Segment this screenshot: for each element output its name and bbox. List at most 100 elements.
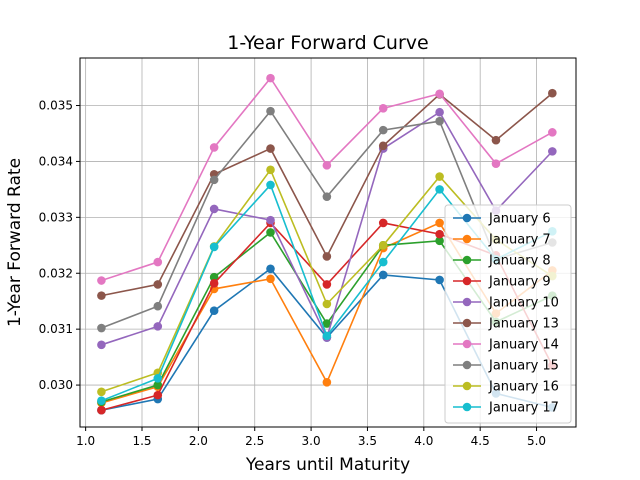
legend-marker [462,318,472,328]
legend-entry: January 7 [453,233,551,248]
data-point [266,165,275,175]
legend-label: January 8 [488,254,551,269]
data-point [435,107,444,117]
data-point [378,141,388,151]
x-tick-label: 4.5 [471,434,490,448]
legend: January 6 January 7 January 8 January 9 Janu… [444,204,572,424]
data-point [153,390,163,400]
x-axis-label: Years until Maturity [245,455,410,475]
data-point [97,396,106,406]
data-point [153,380,163,390]
legend-marker [462,402,472,412]
legend-entry: January 9 [453,275,551,290]
legend-entry: January 15 [453,359,559,374]
data-point [153,374,163,383]
legend-marker [462,276,472,286]
legend-label: January 17 [488,401,559,416]
legend-label: January 16 [488,380,559,395]
data-point [209,143,219,152]
data-point [322,280,332,289]
legend-entry: January 6 [453,212,551,227]
data-point [153,257,163,267]
legend-entry: January 13 [453,317,559,332]
x-tick-label: 2.0 [189,434,208,448]
x-tick-label: 3.5 [358,434,377,448]
y-axis-label: 1-Year Forward Rate [5,158,25,327]
x-tick-label: 4.0 [414,434,433,448]
data-point [378,125,388,135]
data-point [266,264,275,274]
legend-marker [462,255,472,265]
data-point [322,192,332,201]
data-point [378,104,388,113]
x-tick-label: 3.0 [302,434,321,448]
legend-entry: January 14 [453,338,559,353]
data-point [435,116,444,126]
y-tick-label: 0.030 [39,378,73,392]
tick-marks: 1.0 1.5 2.0 2.5 3.0 3.5 4.0 4.5 5.0 0.030 0.031 0.0… [39,99,546,448]
legend-entry: January 16 [453,380,559,395]
data-point [209,175,219,185]
data-point [322,252,332,261]
data-point [435,275,444,285]
data-point [209,204,219,214]
legend-marker [462,213,472,223]
data-point [153,301,163,311]
data-point [378,270,388,280]
legend-marker [462,234,472,244]
data-point [435,89,444,99]
data-point [322,377,332,387]
data-point [378,257,388,267]
data-point [435,185,444,194]
data-point [548,88,557,98]
data-point [322,319,332,328]
y-tick-label: 0.034 [39,154,73,168]
legend-label: January 13 [488,317,559,332]
data-point [491,135,501,145]
data-point [435,229,444,239]
axes-frame [79,57,577,428]
y-tick-label: 0.032 [39,266,73,280]
legend-entry: January 17 [453,401,559,416]
legend-label: January 7 [488,233,551,248]
data-point [97,323,106,333]
legend-entry: January 8 [453,254,551,269]
data-point [435,236,444,246]
data-point [322,331,332,341]
data-point [209,272,219,282]
data-point [153,322,163,331]
legend-label: January 6 [488,212,551,227]
data-point [97,340,106,350]
data-point [435,172,444,181]
data-point [266,215,275,225]
legend-label: January 10 [488,296,559,311]
data-point [266,228,275,237]
data-point [97,405,106,415]
x-tick-label: 2.5 [245,434,264,448]
data-point [266,274,275,284]
data-point [97,387,106,397]
series-january-14 [97,73,557,285]
data-point [266,73,275,83]
data-point [97,291,106,300]
data-point [378,218,388,228]
data-point [266,144,275,153]
data-point [209,242,219,252]
data-point [266,180,275,190]
x-tick-label: 1.0 [76,434,95,448]
chart-title: 1-Year Forward Curve [227,32,428,54]
data-point [153,280,163,289]
data-point [209,279,219,288]
legend-marker [462,381,472,391]
data-point [266,106,275,116]
data-point [548,147,557,156]
x-tick-label: 5.0 [527,434,546,448]
y-tick-label: 0.031 [39,322,73,336]
legend-marker [462,339,472,349]
legend-label: January 9 [488,275,551,290]
data-point [548,128,557,137]
data-point [97,276,106,285]
x-tick-label: 1.5 [132,434,151,448]
legend-marker [462,297,472,307]
